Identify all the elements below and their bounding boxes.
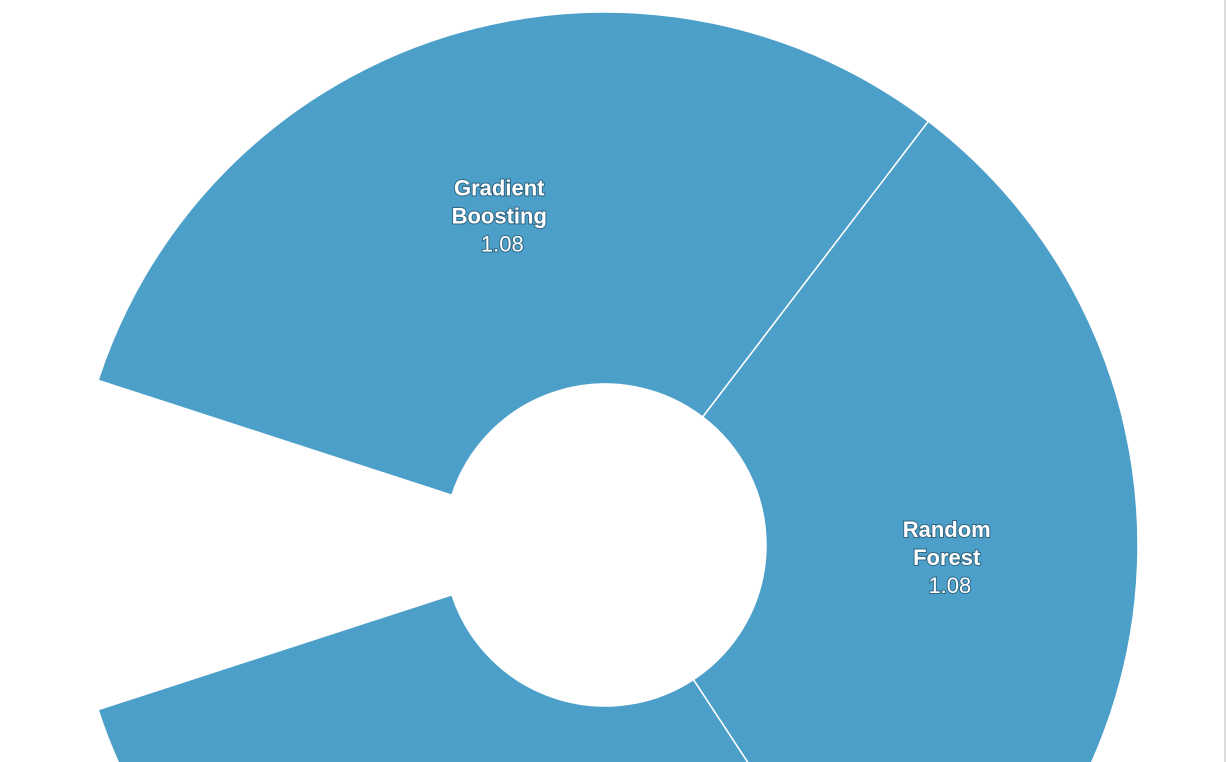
chart-labels: Gradient Boosting 1.08 Random Forest 1.0… (451, 175, 997, 600)
segment-name-line-1: Gradient (454, 176, 545, 201)
segment-gradient-boosting[interactable] (97, 11, 930, 497)
segment-linear-regression[interactable] (97, 593, 898, 762)
segment-name-line-2: Boosting (452, 204, 547, 229)
chart-segments (97, 11, 1139, 762)
right-border (1224, 0, 1226, 762)
segment-random-forest[interactable] (692, 120, 1139, 762)
segment-value: 1.08 (928, 573, 971, 598)
segment-value: 1.08 (481, 232, 524, 257)
segment-label-gradient-boosting: Gradient Boosting 1.08 (452, 176, 553, 257)
segment-name-line-2: Forest (913, 545, 981, 570)
segment-name-line-1: Random (903, 517, 991, 542)
segment-label-random-forest: Random Forest 1.08 (903, 517, 997, 598)
